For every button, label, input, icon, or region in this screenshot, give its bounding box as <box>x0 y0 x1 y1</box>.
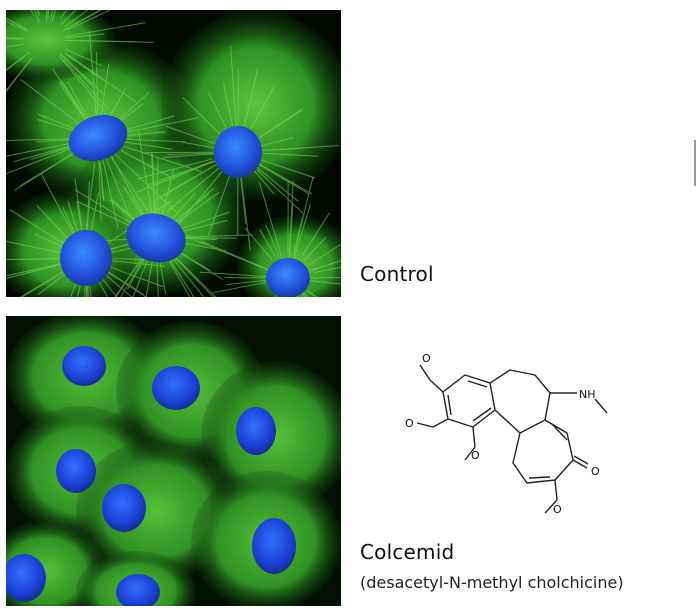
colcemid-cells-image <box>6 316 341 606</box>
colcemid-label: Colcemid <box>360 540 455 564</box>
molecule-atom-o5: O <box>553 503 562 516</box>
molecule-atom-nh: NH <box>579 388 596 401</box>
control-nuclei <box>60 114 310 297</box>
molecule-atom-o4: O <box>591 465 600 478</box>
molecule-atom-o1: O <box>422 352 431 365</box>
control-label: Control <box>360 262 434 286</box>
control-micrograph <box>6 10 341 297</box>
edge-mark <box>694 140 696 186</box>
colcemid-sublabel: (desacetyl-N-methyl cholchicine) <box>360 573 624 592</box>
colcemid-structure-diagram: O O O NH O O <box>405 352 608 516</box>
molecule-atom-o2: O <box>405 417 414 430</box>
control-cells-image <box>6 10 341 297</box>
molecule-atom-o3: O <box>471 449 480 462</box>
colcemid-micrograph <box>6 316 341 606</box>
colcemid-nuclei <box>6 346 296 606</box>
